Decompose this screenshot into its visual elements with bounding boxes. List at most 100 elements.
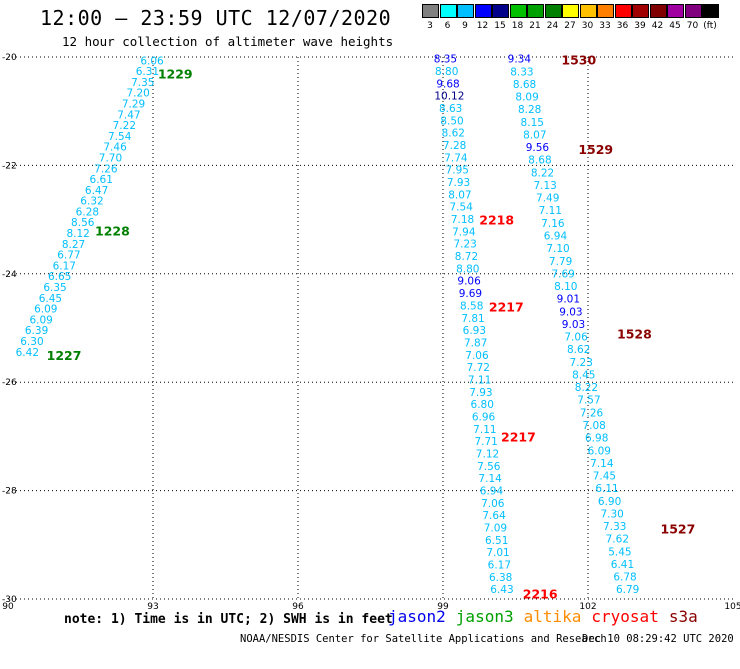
wave-height-value: 8.07 — [523, 129, 546, 141]
pass-time-label: 1528 — [617, 326, 652, 341]
wave-height-value: 8.68 — [513, 79, 536, 91]
pass-time-label: 1529 — [578, 142, 613, 157]
x-tick-label: 96 — [292, 602, 304, 610]
colorbar-tick-label: 36 — [616, 21, 629, 31]
wave-height-value: 9.06 — [457, 276, 481, 288]
wave-height-value: 6.28 — [76, 206, 99, 218]
wave-height-value: 8.10 — [554, 281, 577, 293]
wave-height-value: 6.09 — [588, 445, 611, 457]
wave-height-value: 7.01 — [486, 547, 509, 559]
wave-height-value: 7.81 — [461, 313, 484, 325]
wave-height-value: 7.14 — [478, 473, 502, 485]
colorbar-tick-label: 6 — [444, 21, 451, 31]
wave-height-value: 9.56 — [526, 142, 550, 154]
y-tick-label: -28 — [2, 487, 17, 497]
colorbar-tick-label: 42 — [651, 21, 664, 31]
wave-height-value: 7.06 — [465, 350, 489, 362]
wave-height-value: 7.28 — [443, 140, 466, 152]
wave-height-value: 7.23 — [453, 239, 476, 251]
units-note: note: 1) Time is in UTC; 2) SWH is in fe… — [64, 612, 393, 627]
colorbar-swatch — [597, 4, 614, 18]
wave-height-value: 6.35 — [43, 282, 66, 294]
wave-height-value: 7.06 — [481, 498, 505, 510]
wave-height-value: 6.78 — [613, 572, 636, 584]
colorbar-tick-label: 45 — [669, 21, 681, 31]
pass-time-label: 2218 — [479, 213, 514, 228]
wave-height-value: 6.61 — [90, 174, 113, 186]
wave-height-value: 7.70 — [99, 152, 122, 164]
wave-height-value: 7.12 — [476, 449, 499, 461]
colorbar-swatch — [544, 4, 562, 18]
x-tick-label: 99 — [437, 602, 449, 610]
wave-height-value: 8.50 — [440, 115, 463, 127]
colorbar-tick-label: 39 — [634, 21, 646, 31]
wave-height-value: 7.11 — [473, 424, 496, 436]
wave-height-value: 6.09 — [29, 314, 52, 326]
colorbar-tick-label: 33 — [599, 21, 611, 31]
wave-height-value: 7.62 — [606, 534, 629, 546]
wave-height-value: 7.29 — [122, 98, 145, 110]
wave-height-value: 6.94 — [480, 486, 504, 498]
wave-height-value: 6.47 — [85, 185, 108, 197]
wave-height-value: 7.54 — [108, 131, 132, 143]
wave-height-value: 6.43 — [490, 584, 513, 596]
wave-height-value: 8.09 — [515, 92, 538, 104]
pass-time-label: 1227 — [47, 348, 82, 363]
wave-height-value: 7.06 — [564, 332, 588, 344]
wave-height-value: 7.47 — [117, 109, 140, 121]
wave-height-value: 6.93 — [463, 325, 486, 337]
wave-height-value: 7.72 — [467, 362, 490, 374]
colorbar-tick-label: 15 — [494, 21, 506, 31]
colorbar-swatch — [667, 4, 684, 18]
footer-timestamp: Dec 10 08:29:42 UTC 2020 — [582, 633, 734, 645]
wave-height-value: 7.14 — [590, 458, 614, 470]
colorbar-swatch — [457, 4, 474, 18]
colorbar-tick-label: 30 — [581, 21, 594, 31]
colorbar-swatch — [614, 4, 632, 18]
wave-height-value: 7.11 — [539, 205, 562, 217]
colorbar-tick-label: 24 — [546, 21, 559, 31]
y-tick-label: -20 — [2, 53, 17, 63]
wave-height-value: 6.94 — [544, 230, 568, 242]
wave-height-value: 8.45 — [572, 369, 595, 381]
wave-height-value: 7.93 — [469, 387, 492, 399]
colorbar-swatch — [562, 4, 579, 18]
wave-height-value: 10.12 — [434, 91, 464, 103]
wave-height-value: 7.10 — [546, 243, 569, 255]
colorbar-swatch — [492, 4, 509, 18]
wave-height-value: 8.35 — [434, 54, 457, 66]
colorbar-swatch — [527, 4, 544, 18]
wave-height-value: 8.33 — [510, 66, 533, 78]
wave-height-value: 8.07 — [448, 189, 471, 201]
pass-time-label: 1228 — [95, 223, 130, 238]
wave-height-value: 7.64 — [482, 510, 506, 522]
wave-height-value: 8.28 — [518, 104, 541, 116]
x-tick-label: 90 — [2, 602, 14, 610]
y-tick-label: -26 — [2, 378, 17, 388]
wave-height-value: 8.72 — [455, 251, 478, 263]
pass-time-label: 1229 — [158, 66, 193, 81]
wave-height-value: 8.80 — [456, 263, 479, 275]
pass-time-label: 2216 — [523, 587, 558, 602]
wave-height-value: 6.32 — [80, 196, 103, 208]
wave-height-value: 7.35 — [131, 77, 154, 89]
legend-entry-jason3: jason3 — [455, 607, 514, 626]
colorbar-tick-label: 18 — [511, 21, 524, 31]
pass-time-label: 2217 — [501, 429, 536, 444]
wave-height-value: 8.12 — [66, 228, 89, 240]
x-tick-label: 102 — [579, 602, 596, 610]
colorbar-swatch — [439, 4, 457, 18]
wave-height-value: 7.26 — [94, 163, 118, 175]
colorbar-swatch — [702, 4, 719, 18]
chart-subtitle: 12 hour collection of altimeter wave hei… — [62, 34, 394, 49]
wave-height-value: 9.68 — [436, 78, 459, 90]
wave-height-value: 6.65 — [48, 271, 71, 283]
wave-height-value: 7.23 — [570, 357, 593, 369]
wave-height-value: 7.18 — [451, 214, 474, 226]
wave-height-value: 6.38 — [489, 572, 512, 584]
wave-height-value: 7.57 — [577, 395, 600, 407]
wave-height-value: 7.93 — [447, 177, 470, 189]
wave-height-value: 6.77 — [57, 250, 80, 262]
wave-height-value: 7.71 — [474, 436, 497, 448]
chart-title: 12:00 – 23:59 UTC 12/07/2020 — [40, 6, 392, 30]
